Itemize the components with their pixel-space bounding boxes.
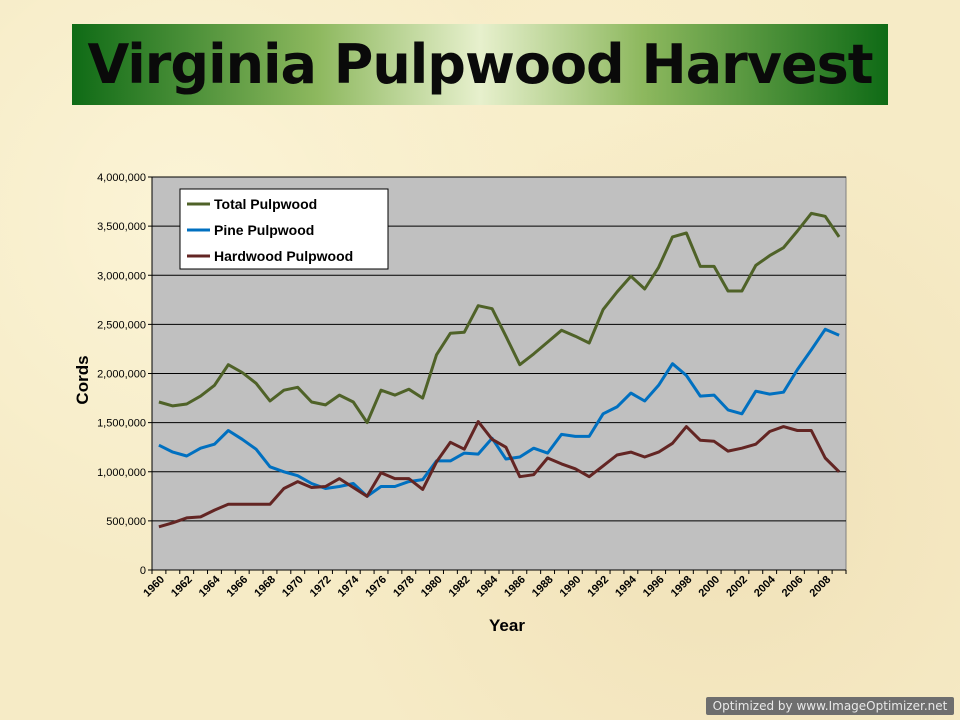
x-tick-label: 1996 bbox=[641, 574, 667, 600]
x-tick-label: 1962 bbox=[169, 574, 195, 600]
x-tick-label: 2000 bbox=[696, 574, 722, 600]
x-tick-label: 1978 bbox=[391, 574, 417, 600]
y-tick-label: 3,500,000 bbox=[97, 221, 146, 233]
x-tick-label: 1986 bbox=[502, 574, 528, 600]
x-tick-label: 1980 bbox=[419, 574, 445, 600]
x-tick-label: 2004 bbox=[752, 573, 778, 599]
title-banner: Virginia Pulpwood Harvest bbox=[72, 24, 888, 105]
y-tick-label: 1,000,000 bbox=[97, 467, 146, 479]
y-tick-label: 3,000,000 bbox=[97, 270, 146, 282]
series-line-total-pulpwood bbox=[158, 211, 841, 425]
legend-label: Hardwood Pulpwood bbox=[214, 248, 353, 264]
y-tick-label: 0 bbox=[140, 565, 146, 577]
y-tick-label: 2,500,000 bbox=[97, 319, 146, 331]
y-tick-label: 500,000 bbox=[106, 516, 146, 528]
legend-label: Total Pulpwood bbox=[214, 196, 317, 212]
x-tick-label: 1994 bbox=[613, 573, 639, 599]
x-tick-label: 2008 bbox=[808, 574, 834, 600]
x-tick-label: 2002 bbox=[724, 574, 750, 600]
x-tick-label: 1990 bbox=[558, 574, 584, 600]
x-tick-label: 1976 bbox=[363, 574, 389, 600]
x-tick-label: 1970 bbox=[280, 574, 306, 600]
x-tick-label: 1968 bbox=[252, 574, 278, 600]
y-tick-label: 1,500,000 bbox=[97, 418, 146, 430]
x-tick-label: 2006 bbox=[780, 574, 806, 600]
series-line-pine-pulpwood bbox=[158, 327, 840, 498]
page-title: Virginia Pulpwood Harvest bbox=[87, 33, 873, 96]
x-tick-label: 1992 bbox=[585, 574, 611, 600]
x-tick-label: 1960 bbox=[141, 574, 167, 600]
x-tick-label: 1972 bbox=[308, 574, 334, 600]
x-tick-label: 1984 bbox=[474, 573, 500, 599]
y-tick-label: 4,000,000 bbox=[97, 172, 146, 184]
x-tick-label: 1982 bbox=[447, 574, 473, 600]
x-tick-label: 1998 bbox=[669, 574, 695, 600]
watermark-badge: Optimized by www.ImageOptimizer.net bbox=[706, 697, 954, 715]
x-axis-title: Year bbox=[489, 616, 525, 635]
x-tick-label: 1964 bbox=[197, 573, 223, 599]
y-axis-title: Cords bbox=[73, 355, 92, 404]
x-tick-label: 1974 bbox=[336, 573, 362, 599]
series-line-hardwood-pulpwood bbox=[158, 420, 841, 529]
legend-box bbox=[179, 188, 389, 270]
y-tick-label: 2,000,000 bbox=[97, 369, 146, 381]
legend-label: Pine Pulpwood bbox=[214, 222, 314, 238]
x-tick-label: 1988 bbox=[530, 574, 556, 600]
x-tick-label: 1966 bbox=[225, 574, 251, 600]
